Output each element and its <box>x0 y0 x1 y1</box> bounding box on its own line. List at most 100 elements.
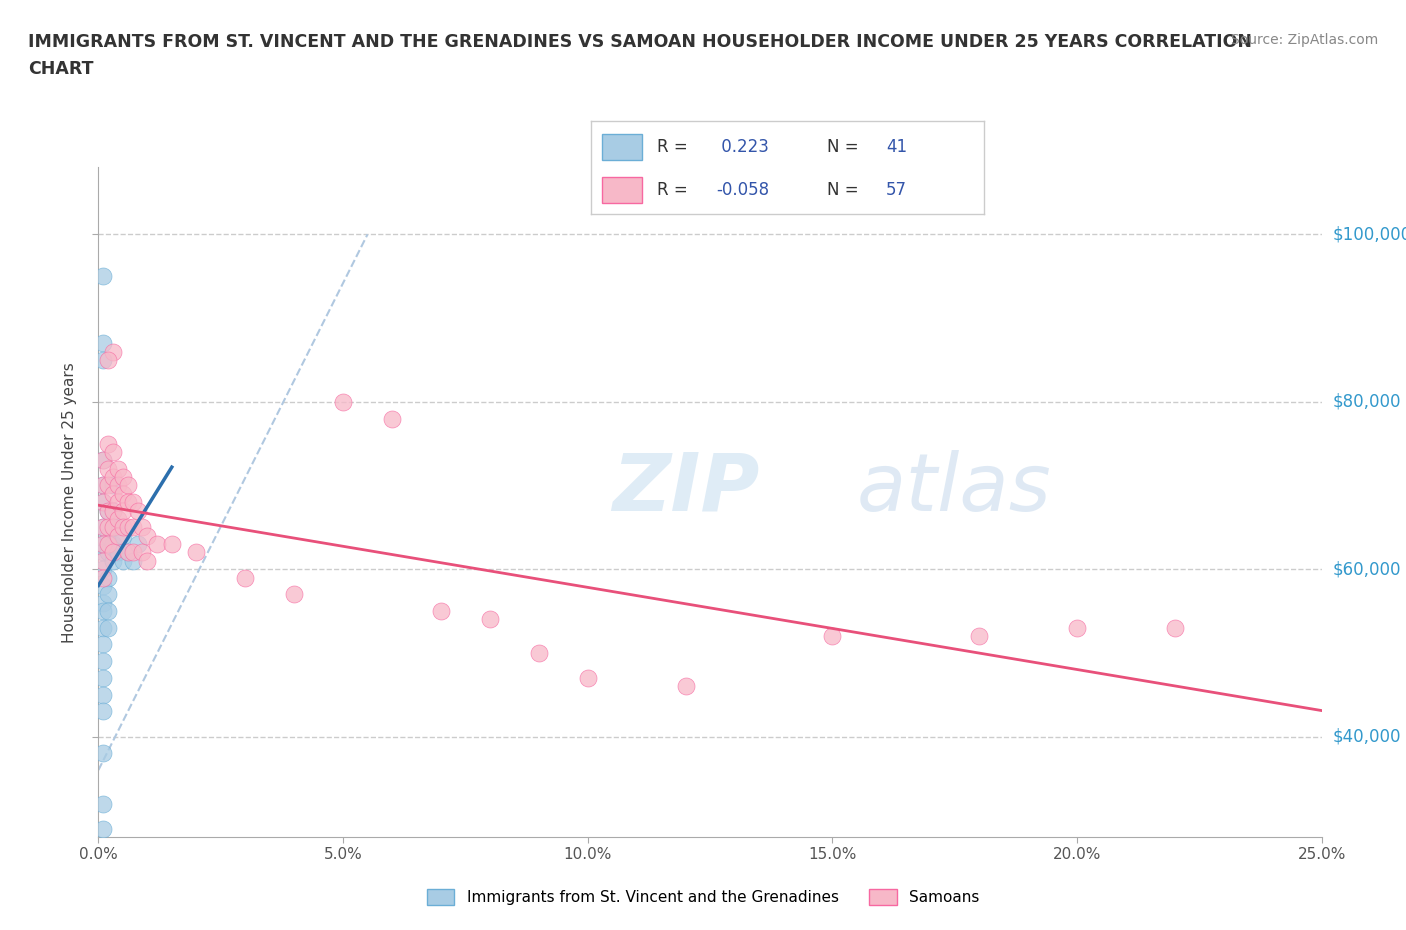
Point <box>91 537 114 551</box>
Text: N =: N = <box>827 180 858 199</box>
Point <box>121 495 143 510</box>
Point <box>101 470 124 485</box>
Point <box>101 445 124 459</box>
Point <box>97 436 120 451</box>
Point <box>101 478 124 493</box>
Point <box>97 503 120 518</box>
Point <box>91 478 114 493</box>
Text: $100,000: $100,000 <box>1333 225 1406 244</box>
Point <box>91 537 114 551</box>
Point <box>111 553 134 568</box>
Point <box>107 461 129 476</box>
Point <box>111 528 134 543</box>
Point <box>101 503 124 518</box>
Point <box>136 528 159 543</box>
Point <box>91 654 114 669</box>
Point <box>131 520 153 535</box>
Point <box>91 453 114 468</box>
Text: ZIP: ZIP <box>612 450 759 528</box>
Point <box>675 679 697 694</box>
Text: atlas: atlas <box>856 450 1052 528</box>
Point <box>91 478 114 493</box>
Point <box>1164 620 1187 635</box>
Legend: Immigrants from St. Vincent and the Grenadines, Samoans: Immigrants from St. Vincent and the Gren… <box>419 882 987 913</box>
Point <box>91 453 114 468</box>
Point <box>186 545 208 560</box>
Point <box>91 336 114 351</box>
Text: $60,000: $60,000 <box>1333 560 1402 578</box>
Point <box>127 537 149 551</box>
Point <box>967 629 990 644</box>
Point <box>107 478 129 493</box>
Text: $80,000: $80,000 <box>1333 392 1402 411</box>
Point <box>107 495 129 510</box>
Point <box>101 344 124 359</box>
Point <box>117 545 139 560</box>
Point <box>91 637 114 652</box>
Point <box>91 704 114 719</box>
Point <box>91 671 114 685</box>
Point <box>91 746 114 761</box>
Point <box>101 545 124 560</box>
Point <box>332 394 354 409</box>
Point <box>107 520 129 535</box>
Point <box>146 537 169 551</box>
Point <box>91 578 114 593</box>
Point <box>101 553 124 568</box>
Text: N =: N = <box>827 138 858 156</box>
Point <box>97 503 120 518</box>
Point <box>91 520 114 535</box>
Point <box>91 620 114 635</box>
Point <box>91 687 114 702</box>
Point <box>821 629 844 644</box>
Point <box>117 495 139 510</box>
Point <box>91 595 114 610</box>
Point <box>97 570 120 585</box>
Point <box>576 671 599 685</box>
Point <box>527 645 550 660</box>
Point <box>233 570 256 585</box>
Point <box>107 545 129 560</box>
Point <box>117 478 139 493</box>
Point <box>160 537 183 551</box>
Point <box>111 486 134 501</box>
FancyBboxPatch shape <box>602 177 641 203</box>
Point <box>97 528 120 543</box>
Point <box>91 269 114 284</box>
Point <box>283 587 305 602</box>
Point <box>97 520 120 535</box>
Point <box>97 461 120 476</box>
Point <box>121 545 143 560</box>
Point <box>91 352 114 367</box>
Point <box>121 553 143 568</box>
Y-axis label: Householder Income Under 25 years: Householder Income Under 25 years <box>62 362 77 643</box>
Point <box>91 545 114 560</box>
Text: R =: R = <box>658 138 688 156</box>
Point <box>117 545 139 560</box>
Point <box>91 821 114 836</box>
Point <box>131 545 153 560</box>
Point <box>97 352 120 367</box>
Point <box>97 545 120 560</box>
Point <box>101 520 124 535</box>
Text: 41: 41 <box>886 138 907 156</box>
Point <box>97 478 120 493</box>
Point <box>91 796 114 811</box>
Text: $40,000: $40,000 <box>1333 727 1402 746</box>
Text: 57: 57 <box>886 180 907 199</box>
Text: Source: ZipAtlas.com: Source: ZipAtlas.com <box>1230 33 1378 46</box>
Point <box>107 528 129 543</box>
Text: CHART: CHART <box>28 60 94 78</box>
Point <box>136 553 159 568</box>
Point <box>91 553 114 568</box>
Point <box>97 620 120 635</box>
Point <box>97 587 120 602</box>
Point <box>117 520 139 535</box>
Point <box>91 604 114 618</box>
Point <box>430 604 453 618</box>
Point <box>478 612 501 627</box>
Text: 0.223: 0.223 <box>717 138 769 156</box>
Point <box>127 503 149 518</box>
Point <box>101 537 124 551</box>
Point <box>91 495 114 510</box>
